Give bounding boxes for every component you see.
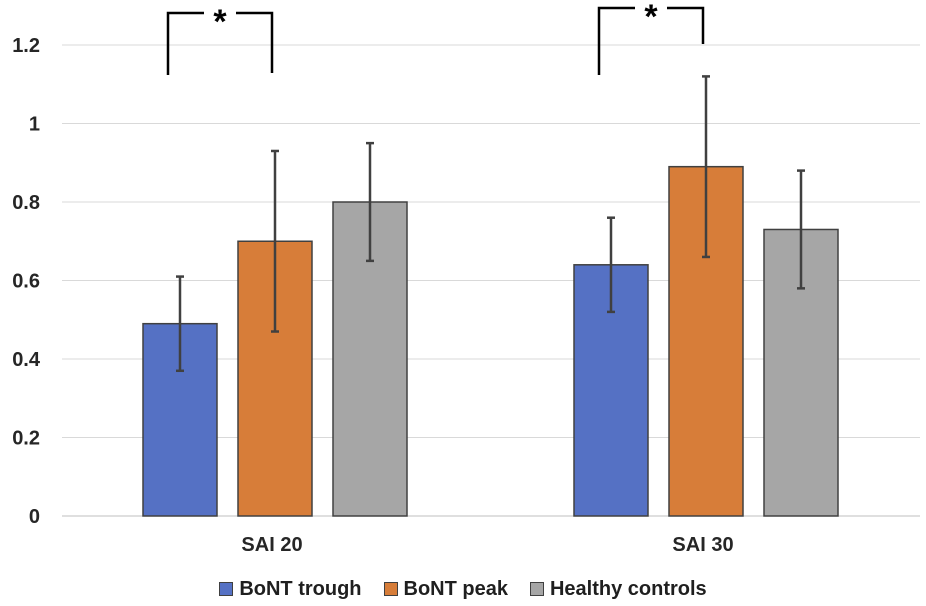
y-tick-label: 1.2	[12, 35, 40, 57]
significance-bracket-sai-20: *	[166, 3, 274, 75]
x-axis-category-labels: SAI 20 SAI 30	[241, 534, 733, 556]
error-bar-healthy-controls-sai-30	[797, 169, 805, 290]
y-tick-label: 0.4	[12, 349, 41, 371]
legend-swatch-bont-peak	[383, 582, 398, 596]
bar-chart: 00.20.40.60.811.2 * * SAI 20 SAI 30	[12, 0, 920, 556]
y-tick-label: 0	[29, 506, 40, 528]
y-axis-tick-labels: 0 0.2 0.4 0.6 0.8 1 1.2	[12, 35, 41, 528]
legend-swatch-healthy-controls	[529, 582, 544, 596]
legend: BoNT trough BoNT peak Healthy controls	[0, 574, 926, 604]
x-tick-label-sai-30: SAI 30	[672, 534, 733, 556]
x-tick-label-sai-20: SAI 20	[241, 534, 302, 556]
significance-bracket-sai-30: *	[597, 0, 705, 75]
error-bar-bont-peak-sai-30	[702, 75, 710, 259]
y-tick-label: 0.6	[12, 271, 40, 293]
y-tick-label: 1	[29, 114, 40, 136]
y-tick-label: 0.2	[12, 428, 40, 450]
significance-annotations: * *	[166, 0, 705, 75]
legend-item-healthy-controls: Healthy controls	[529, 577, 707, 601]
y-tick-label: 0.8	[12, 192, 40, 214]
error-bar-healthy-controls-sai-20	[366, 141, 374, 263]
legend-item-bont-trough: BoNT trough	[219, 577, 362, 601]
error-bars	[176, 75, 805, 373]
error-bar-bont-trough-sai-30	[607, 216, 615, 314]
legend-item-bont-peak: BoNT peak	[383, 577, 508, 601]
legend-label-healthy-controls: Healthy controls	[549, 577, 707, 600]
significance-asterisk: *	[644, 0, 658, 36]
legend-label-bont-trough: BoNT trough	[239, 577, 362, 600]
error-bar-bont-trough-sai-20	[176, 275, 184, 373]
bars	[142, 165, 839, 517]
error-bar-bont-peak-sai-20	[271, 149, 279, 333]
significance-asterisk: *	[213, 3, 227, 41]
legend-label-bont-peak: BoNT peak	[403, 577, 508, 600]
legend-swatch-bont-trough	[219, 582, 234, 596]
